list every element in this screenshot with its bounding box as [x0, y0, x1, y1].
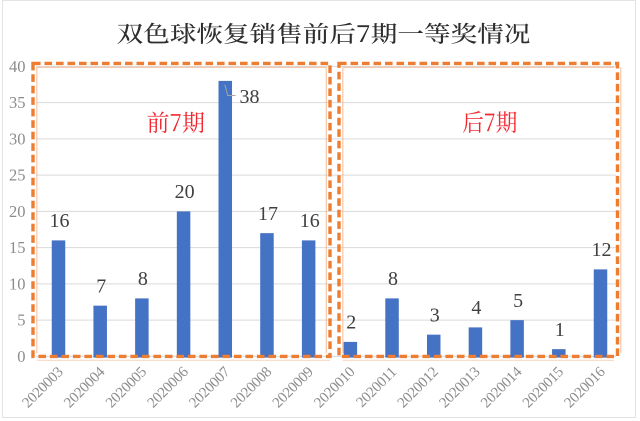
svg-text:2: 2 [346, 312, 356, 334]
svg-text:5: 5 [17, 311, 25, 330]
svg-text:20: 20 [175, 181, 195, 203]
svg-text:25: 25 [9, 166, 26, 185]
svg-text:10: 10 [9, 274, 26, 293]
svg-text:15: 15 [9, 238, 26, 257]
svg-text:8: 8 [388, 268, 398, 290]
svg-text:12: 12 [592, 239, 612, 261]
svg-text:17: 17 [258, 203, 278, 225]
svg-text:3: 3 [430, 304, 440, 326]
svg-text:8: 8 [138, 268, 148, 290]
svg-text:16: 16 [300, 210, 320, 232]
svg-text:7: 7 [96, 275, 106, 297]
svg-text:1: 1 [555, 319, 565, 341]
svg-text:20: 20 [9, 202, 26, 221]
svg-text:35: 35 [9, 93, 26, 112]
svg-text:38: 38 [240, 86, 260, 108]
svg-text:0: 0 [17, 347, 25, 366]
svg-text:16: 16 [50, 210, 70, 232]
svg-text:4: 4 [471, 297, 481, 319]
svg-text:5: 5 [513, 290, 523, 312]
svg-text:40: 40 [9, 57, 26, 76]
svg-text:30: 30 [9, 129, 26, 148]
